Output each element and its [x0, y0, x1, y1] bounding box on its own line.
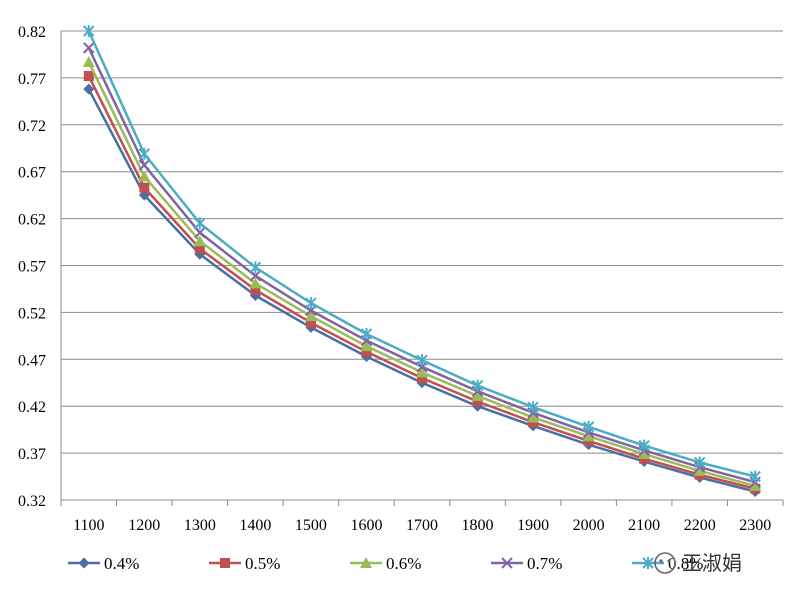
data-point: [194, 226, 206, 239]
data-point: [83, 42, 95, 54]
gridlines: [61, 30, 783, 501]
y-axis: 0.32 0.37 0.42 0.47 0.52 0.57 0.62 0.67 0.72 0.77…: [18, 24, 46, 510]
y-tick-label: 0.52: [18, 305, 46, 322]
y-tick-label: 0.57: [18, 259, 46, 276]
data-point: [249, 270, 262, 282]
data-point: [249, 261, 262, 274]
data-point: [693, 456, 706, 469]
data-point: [304, 310, 317, 322]
x-tick-label: 1500: [295, 517, 327, 534]
legend-item: 0.6%: [350, 554, 421, 573]
data-point: [416, 366, 428, 378]
series-line: [87, 88, 756, 493]
data-point: [305, 317, 316, 328]
legend-item: 0.5%: [209, 554, 280, 573]
x-tick-label: 2000: [573, 517, 605, 534]
x-axis: 1100 1200 1300 1400 1500 1600 1700 1800 1900 2000…: [60, 31, 784, 534]
series-0: [83, 83, 761, 498]
x-tick-label: 2200: [684, 517, 716, 534]
data-point: [638, 439, 650, 452]
data-point: [360, 327, 373, 340]
data-point: [749, 470, 761, 483]
x-tick-label: 1400: [239, 517, 271, 534]
legend-label: 0.5%: [245, 554, 280, 573]
data-point: [138, 147, 151, 160]
x-tick-label: 2100: [628, 517, 660, 534]
x-tick-label: 1200: [128, 517, 160, 534]
x-tick-label: 1100: [73, 517, 104, 534]
data-point: [417, 373, 427, 384]
legend-item: 0.8%: [632, 554, 703, 573]
data-point: [83, 71, 94, 82]
data-point: [582, 420, 595, 433]
legend-item: 0.7%: [491, 554, 562, 573]
data-point: [693, 464, 706, 476]
series-layer: [82, 25, 762, 498]
data-point: [638, 448, 651, 460]
data-point: [83, 83, 95, 95]
data-point: [472, 396, 483, 407]
x-tick-label: 1300: [184, 517, 216, 534]
x-tick-label: 1800: [462, 517, 494, 534]
data-point: [361, 346, 372, 357]
data-point: [416, 354, 428, 367]
y-tick-label: 0.77: [18, 71, 46, 88]
legend-item: 0.4%: [68, 554, 139, 573]
data-point: [194, 243, 205, 254]
series-4: [83, 25, 761, 483]
data-point: [527, 401, 539, 414]
series-line: [87, 61, 756, 488]
series-line: [87, 30, 756, 478]
data-point: [78, 557, 90, 569]
data-point: [582, 430, 595, 442]
data-point: [642, 557, 654, 569]
data-point: [360, 557, 372, 568]
wechat-icon: [654, 552, 676, 574]
data-point: [749, 479, 762, 491]
data-point: [501, 557, 513, 569]
y-tick-label: 0.82: [18, 24, 46, 41]
series-line: [87, 75, 756, 490]
x-tick-label: 1900: [517, 517, 549, 534]
data-point: [471, 389, 484, 401]
y-tick-label: 0.42: [18, 399, 46, 416]
legend-label: 0.6%: [386, 554, 421, 573]
y-tick-label: 0.62: [18, 212, 46, 229]
data-point: [220, 558, 230, 568]
data-point: [83, 25, 95, 37]
y-tick-label: 0.72: [18, 118, 46, 135]
data-point: [305, 297, 317, 310]
watermark: 王淑娟: [654, 551, 742, 575]
series-2: [82, 55, 762, 491]
data-point: [139, 182, 150, 193]
data-point: [138, 170, 151, 182]
data-point: [138, 159, 151, 171]
legend-label: 0.8%: [668, 554, 703, 573]
x-tick-label: 1700: [406, 517, 438, 534]
legend-label: 0.4%: [104, 554, 139, 573]
watermark-text: 王淑娟: [682, 551, 742, 575]
series-1: [83, 71, 761, 494]
data-point: [82, 55, 95, 67]
data-point: [194, 217, 206, 230]
legend-label: 0.7%: [527, 554, 562, 573]
data-point: [250, 284, 261, 295]
y-tick-label: 0.47: [18, 352, 46, 369]
x-tick-label: 2300: [739, 517, 771, 534]
y-tick-label: 0.37: [18, 446, 46, 463]
y-tick-label: 0.67: [18, 165, 46, 182]
legend: 0.4% 0.5% 0.6% 0.7% 0.8%: [68, 554, 703, 573]
data-point: [193, 235, 206, 247]
data-point: [471, 379, 484, 392]
x-tick-label: 1600: [350, 517, 382, 534]
data-point: [249, 277, 262, 289]
data-point: [527, 411, 540, 423]
data-point: [360, 340, 373, 352]
y-tick-label: 0.32: [18, 493, 46, 510]
